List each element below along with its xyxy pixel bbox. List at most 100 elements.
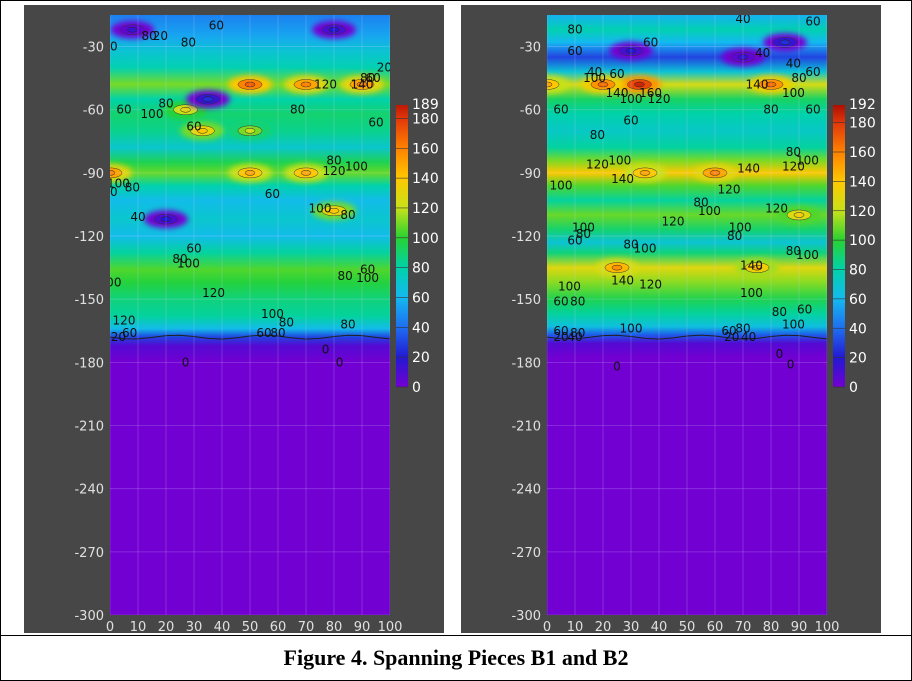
contour-label: 60 bbox=[265, 187, 280, 201]
colorbar-tick-label: 180 bbox=[849, 116, 876, 132]
caption-divider bbox=[0, 635, 912, 636]
contour-label: 80 bbox=[172, 252, 187, 266]
hotspot-core bbox=[779, 39, 791, 46]
contour-label: 80 bbox=[735, 322, 750, 336]
contour-label: 100 bbox=[345, 160, 368, 174]
contour-label: 80 bbox=[786, 145, 801, 159]
hotspot-core bbox=[328, 26, 340, 33]
contour-label: 80 bbox=[791, 71, 806, 85]
x-tick-label: 10 bbox=[567, 620, 584, 633]
contour-label: 100 bbox=[583, 71, 606, 85]
colorbar-tick-label: 0 bbox=[849, 380, 858, 396]
contour-label: 100 bbox=[550, 179, 573, 193]
x-tick-label: 30 bbox=[186, 620, 203, 633]
contour-label: 100 bbox=[620, 322, 643, 336]
colorbar-tick-label: 80 bbox=[412, 261, 430, 277]
colorbar-tick-label: 60 bbox=[412, 290, 430, 306]
hotspot-core bbox=[244, 81, 256, 88]
x-tick-label: 60 bbox=[270, 620, 287, 633]
contour-label: 80 bbox=[623, 237, 638, 251]
x-tick-label: 100 bbox=[378, 620, 403, 633]
y-tick-label: -240 bbox=[74, 483, 104, 498]
contour-label: 40 bbox=[567, 330, 582, 344]
contour-label: 100 bbox=[634, 242, 657, 256]
x-tick-label: 50 bbox=[679, 620, 696, 633]
hotspot-core bbox=[639, 170, 651, 176]
bottom-contour-line bbox=[547, 334, 827, 340]
contour-label: 60 bbox=[360, 263, 375, 277]
contour-label: 140 bbox=[606, 86, 629, 100]
hotspot-core bbox=[751, 264, 763, 271]
contour-label: 80 bbox=[338, 269, 353, 283]
y-tick-label: -300 bbox=[511, 609, 541, 624]
contour-label: 140 bbox=[351, 77, 374, 91]
contour-label: 120 bbox=[718, 183, 741, 197]
x-tick-label: 30 bbox=[623, 620, 640, 633]
colorbar-max-label: 192 bbox=[849, 97, 876, 113]
contour-label: 120 bbox=[314, 77, 337, 91]
contour-label: 160 bbox=[639, 86, 662, 100]
contour-label: 0 bbox=[776, 347, 784, 361]
y-tick-label: -30 bbox=[520, 41, 541, 56]
contour-label: 100 bbox=[698, 204, 721, 218]
colorbar-tick-label: 20 bbox=[412, 350, 430, 366]
colorbar-max-label: 189 bbox=[412, 97, 439, 113]
hotspot-core bbox=[611, 264, 623, 271]
contour-label: 20 bbox=[377, 61, 392, 75]
x-tick-label: 90 bbox=[354, 620, 371, 633]
contour-label: 20 bbox=[153, 29, 168, 43]
colorbar-tick-label: 0 bbox=[412, 380, 421, 396]
y-tick-label: -30 bbox=[83, 41, 104, 56]
chart-panel-b2: 80 60 40 60 60 40 40 60 80 40 60 100 140 100 100 140 160… bbox=[461, 5, 881, 633]
x-tick-label: 20 bbox=[158, 620, 175, 633]
contour-label: 100 bbox=[608, 153, 631, 167]
contour-label: 20 bbox=[553, 330, 568, 344]
contour-label: 60 bbox=[102, 185, 117, 199]
hotspot-core bbox=[160, 216, 172, 222]
y-tick-label: -60 bbox=[83, 104, 104, 119]
y-tick-label: -210 bbox=[74, 420, 104, 435]
y-tick-label: -270 bbox=[511, 546, 541, 561]
contour-label: 60 bbox=[805, 65, 820, 79]
contour-label: 60 bbox=[122, 326, 137, 340]
x-tick-label: 70 bbox=[298, 620, 315, 633]
figure-caption: Figure 4. Spanning Pieces B1 and B2 bbox=[283, 645, 629, 670]
hotspot-core bbox=[737, 54, 749, 60]
contour-label: 120 bbox=[113, 313, 136, 327]
contour-label: 20 bbox=[724, 330, 739, 344]
x-tick-label: 80 bbox=[763, 620, 780, 633]
contour-label: 60 bbox=[805, 14, 820, 28]
colorbar-tick-label: 160 bbox=[412, 141, 439, 157]
hotspot-core bbox=[197, 128, 208, 134]
y-tick-label: -180 bbox=[511, 356, 541, 371]
hotspot-core bbox=[202, 96, 214, 102]
y-tick-label: -150 bbox=[511, 293, 541, 308]
x-tick-label: 40 bbox=[651, 620, 668, 633]
contour-label: 120 bbox=[662, 214, 685, 228]
colorbar-tick-label: 100 bbox=[849, 233, 876, 249]
colorbar-tick-label: 40 bbox=[412, 320, 430, 336]
colorbar bbox=[833, 105, 845, 387]
colorbar-tick-label: 140 bbox=[412, 171, 439, 187]
contour-label: 100 bbox=[796, 153, 819, 167]
contour-label: 80 bbox=[360, 71, 375, 85]
x-tick-label: 80 bbox=[326, 620, 343, 633]
contour-label: 60 bbox=[553, 324, 568, 338]
contour-label: 40 bbox=[587, 65, 602, 79]
y-tick-label: -150 bbox=[74, 293, 104, 308]
bottom-contour-line bbox=[110, 334, 390, 340]
contour-label: 80 bbox=[590, 128, 605, 142]
contour-label: 120 bbox=[782, 160, 805, 174]
contour-label: 60 bbox=[186, 120, 201, 134]
contour-label: 80 bbox=[567, 23, 582, 37]
contour-label: 120 bbox=[648, 92, 671, 106]
contour-label: 100 bbox=[572, 221, 595, 235]
contour-label: 60 bbox=[553, 294, 568, 308]
contour-label: 40 bbox=[786, 56, 801, 70]
hotspot-core bbox=[625, 48, 637, 54]
hotspot-mid bbox=[110, 167, 123, 179]
contour-label: 0 bbox=[336, 355, 344, 369]
colorbar-tick-label: 80 bbox=[849, 263, 867, 279]
